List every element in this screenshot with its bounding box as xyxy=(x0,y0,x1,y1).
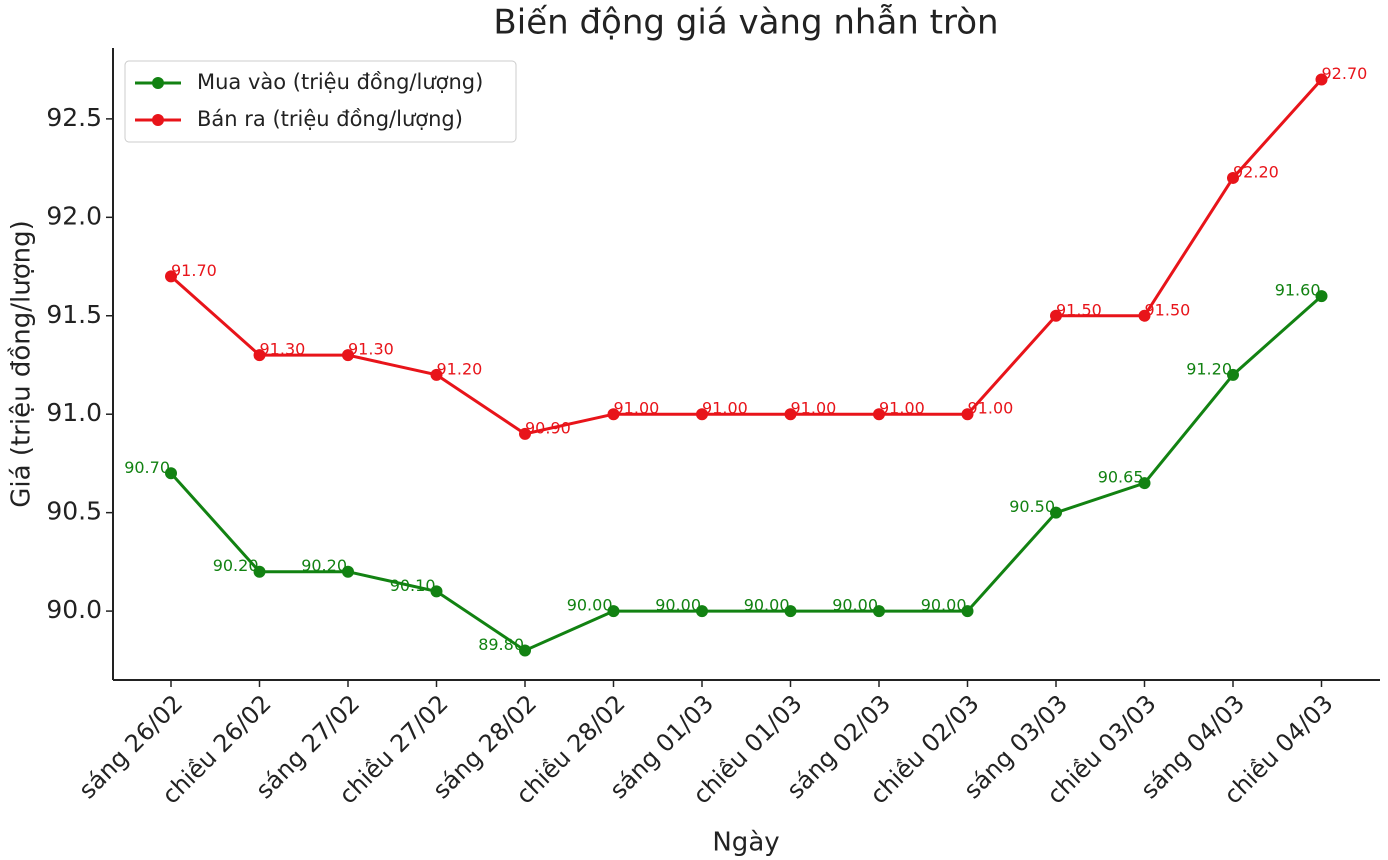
legend-marker xyxy=(152,77,164,89)
series-line xyxy=(169,294,1323,653)
data-point xyxy=(873,408,885,421)
value-label: 89.80 xyxy=(478,635,524,654)
data-point xyxy=(873,605,885,618)
value-label: 90.00 xyxy=(921,596,967,615)
y-tick-label: 91.0 xyxy=(46,398,102,427)
value-label: 90.65 xyxy=(1098,468,1144,487)
data-point xyxy=(1315,290,1328,303)
data-point xyxy=(165,270,177,283)
data-point xyxy=(430,585,443,598)
data-point xyxy=(342,565,354,578)
value-label: 91.00 xyxy=(968,399,1014,418)
value-label: 92.20 xyxy=(1233,162,1279,181)
value-label: 91.00 xyxy=(614,399,660,418)
data-point xyxy=(165,467,177,480)
y-tick-label: 91.5 xyxy=(46,300,102,329)
data-point xyxy=(607,408,620,421)
data-point xyxy=(1227,368,1239,381)
value-label: 90.00 xyxy=(567,596,613,615)
value-label: 91.70 xyxy=(171,261,217,280)
data-point xyxy=(696,408,708,421)
value-label: 91.50 xyxy=(1145,300,1191,319)
data-point xyxy=(519,427,531,440)
legend-marker xyxy=(152,114,164,126)
value-label: 91.00 xyxy=(791,399,837,418)
legend-label: Bán ra (triệu đồng/lượng) xyxy=(197,107,463,131)
data-point xyxy=(784,408,797,421)
value-label: 90.20 xyxy=(213,556,259,575)
y-tick-label: 90.5 xyxy=(46,497,102,526)
data-point xyxy=(1138,309,1151,322)
x-axis-label: Ngày xyxy=(712,828,779,858)
value-label: 91.30 xyxy=(348,340,394,359)
value-label: 91.20 xyxy=(437,359,483,378)
data-point xyxy=(519,644,531,657)
y-tick-label: 92.5 xyxy=(46,103,102,132)
value-label: 91.50 xyxy=(1056,300,1102,319)
data-point xyxy=(696,605,708,618)
value-label: 90.90 xyxy=(525,418,571,437)
data-point xyxy=(1138,477,1151,490)
value-label: 90.10 xyxy=(390,576,436,595)
value-label: 90.70 xyxy=(124,458,170,477)
data-point xyxy=(607,605,620,618)
value-label: 91.20 xyxy=(1186,359,1232,378)
data-point xyxy=(342,349,354,362)
value-label: 91.00 xyxy=(879,399,925,418)
y-axis-label: Giá (triệu đồng/lượng) xyxy=(7,220,37,507)
data-point xyxy=(430,368,443,381)
data-point xyxy=(961,408,974,421)
data-point xyxy=(1050,309,1062,322)
value-label: 90.00 xyxy=(655,596,701,615)
value-label: 91.30 xyxy=(260,340,306,359)
data-point xyxy=(1227,171,1239,184)
series-line xyxy=(170,78,1323,436)
value-label: 90.50 xyxy=(1009,497,1055,516)
data-point xyxy=(253,349,266,362)
value-label: 90.20 xyxy=(301,556,347,575)
value-label: 90.00 xyxy=(744,596,790,615)
data-point xyxy=(1315,73,1328,86)
value-label: 91.00 xyxy=(702,399,748,418)
legend: Mua vào (triệu đồng/lượng) Bán ra (triệu … xyxy=(124,60,517,143)
value-label: 92.70 xyxy=(1322,64,1368,83)
data-point xyxy=(1050,506,1062,519)
legend-label: Mua vào (triệu đồng/lượng) xyxy=(197,70,483,94)
legend-frame xyxy=(124,60,517,143)
data-point xyxy=(784,605,797,618)
value-label: 91.60 xyxy=(1275,281,1321,300)
y-tick-label: 92.0 xyxy=(46,201,102,230)
chart-title: Biến động giá vàng nhẫn tròn xyxy=(493,3,998,43)
data-point xyxy=(253,565,266,578)
data-point xyxy=(961,605,974,618)
value-label: 90.00 xyxy=(832,596,878,615)
y-tick-label: 90.0 xyxy=(46,595,102,624)
